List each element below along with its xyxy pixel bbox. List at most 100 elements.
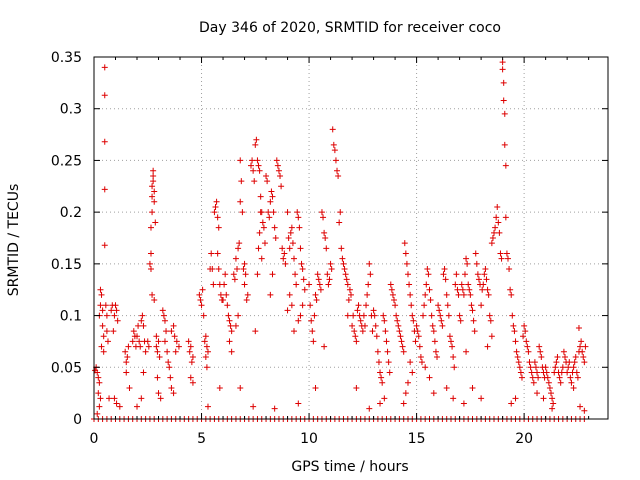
- data-point: [337, 209, 344, 216]
- data-point: [351, 328, 358, 335]
- data-point: [469, 384, 476, 391]
- data-point: [166, 364, 173, 371]
- data-point: [94, 410, 101, 417]
- data-point: [432, 348, 439, 355]
- data-point: [145, 343, 152, 350]
- data-point: [331, 147, 338, 154]
- data-point: [441, 266, 448, 273]
- data-point: [310, 338, 317, 345]
- data-point: [288, 302, 295, 309]
- data-point: [255, 245, 262, 252]
- data-point: [527, 364, 534, 371]
- data-point: [98, 291, 105, 298]
- data-point: [509, 312, 516, 319]
- data-point: [370, 307, 377, 314]
- y-tick-label: 0.1: [60, 309, 82, 325]
- data-point: [473, 260, 480, 267]
- data-point: [209, 266, 216, 273]
- data-point: [360, 312, 367, 319]
- data-point: [299, 302, 306, 309]
- data-point: [386, 369, 393, 376]
- data-point: [332, 157, 339, 164]
- y-tick-label: 0.3: [60, 102, 82, 118]
- data-point: [440, 271, 447, 278]
- data-point: [517, 369, 524, 376]
- data-point: [212, 203, 219, 210]
- data-point: [561, 353, 568, 360]
- data-point: [378, 374, 385, 381]
- data-point: [394, 317, 401, 324]
- data-point: [226, 317, 233, 324]
- x-tick-label: 10: [300, 431, 318, 447]
- data-point: [369, 328, 376, 335]
- data-point: [454, 286, 461, 293]
- data-point: [420, 312, 427, 319]
- data-point: [502, 162, 509, 169]
- data-point: [100, 348, 107, 355]
- data-point: [252, 141, 259, 148]
- data-point: [512, 395, 519, 402]
- data-point: [97, 286, 104, 293]
- data-point: [185, 338, 192, 345]
- data-point: [255, 162, 262, 169]
- data-point: [313, 297, 320, 304]
- data-point: [579, 348, 586, 355]
- data-point: [518, 374, 525, 381]
- data-point: [330, 141, 337, 148]
- data-point: [428, 312, 435, 319]
- data-point: [453, 271, 460, 278]
- data-point: [452, 281, 459, 288]
- chart-title: Day 346 of 2020, SRMTID for receiver coc…: [199, 20, 501, 36]
- data-point: [213, 198, 220, 205]
- data-point: [220, 297, 227, 304]
- data-point: [274, 162, 281, 169]
- data-point: [264, 178, 271, 185]
- data-point: [306, 281, 313, 288]
- data-point: [173, 338, 180, 345]
- data-point: [574, 374, 581, 381]
- data-point: [366, 260, 373, 267]
- data-point: [489, 235, 496, 241]
- data-point: [536, 343, 543, 350]
- data-point: [388, 286, 395, 293]
- data-point: [272, 235, 279, 241]
- data-point: [409, 369, 416, 376]
- data-point: [484, 343, 491, 350]
- data-point: [407, 291, 414, 298]
- y-tick-labels: 0 0.05 0.1 0.15 0.2 0.25 0.3 0.35: [51, 50, 82, 428]
- data-point: [102, 302, 109, 309]
- data-point: [301, 286, 308, 293]
- data-point: [464, 260, 471, 267]
- data-point: [318, 209, 325, 216]
- data-point: [327, 260, 334, 267]
- data-point: [111, 312, 118, 319]
- data-point: [235, 245, 242, 252]
- data-point: [203, 364, 210, 371]
- data-point: [504, 255, 511, 262]
- data-point: [502, 214, 509, 221]
- data-point: [289, 240, 296, 247]
- data-point: [568, 379, 575, 386]
- data-point: [548, 390, 555, 397]
- data-point: [235, 312, 242, 319]
- data-point: [110, 328, 117, 335]
- data-point: [237, 198, 244, 205]
- y-tick-label: 0.2: [60, 205, 82, 221]
- data-point: [249, 157, 256, 164]
- data-point: [122, 348, 129, 355]
- data-point: [488, 333, 495, 340]
- data-point: [424, 266, 431, 273]
- data-point: [189, 353, 196, 360]
- data-point: [448, 338, 455, 345]
- data-point: [151, 188, 158, 195]
- data-point: [538, 353, 545, 360]
- data-point: [503, 250, 510, 257]
- data-point: [570, 364, 577, 371]
- data-point: [377, 369, 384, 376]
- data-point: [339, 255, 346, 262]
- data-point: [522, 328, 529, 335]
- data-point: [393, 312, 400, 319]
- data-point: [422, 364, 429, 371]
- data-point: [549, 405, 556, 412]
- data-point: [500, 79, 507, 86]
